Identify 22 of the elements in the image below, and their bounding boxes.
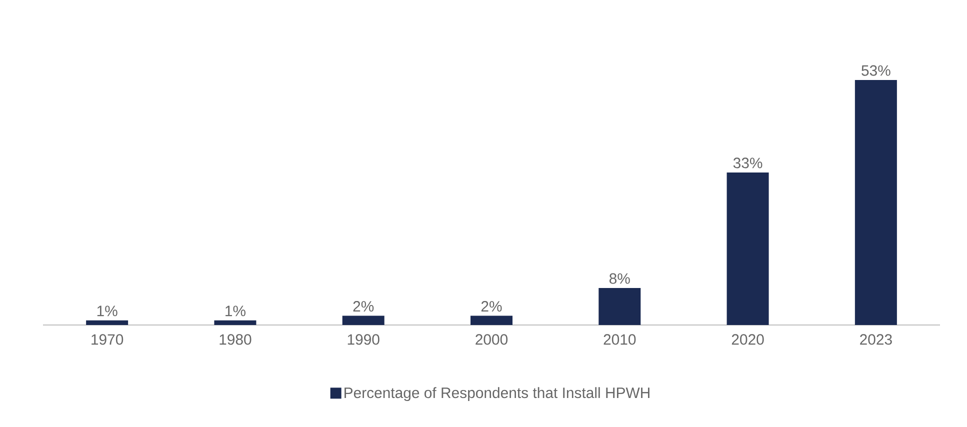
data-label: 1% (97, 306, 118, 316)
x-tick-label: 1990 (348, 334, 380, 345)
bar (214, 320, 256, 325)
x-tick-label: 2020 (732, 334, 764, 345)
data-label: 2% (353, 301, 374, 312)
bar (598, 288, 641, 325)
bar (470, 316, 513, 325)
x-tick-label: 2010 (604, 334, 636, 345)
data-label: 1% (226, 306, 246, 316)
bar (86, 320, 128, 325)
legend-label: Percentage of Respondents that Install HPWH (344, 387, 650, 402)
bar (854, 80, 897, 325)
data-label: 53% (862, 65, 890, 76)
data-label: 33% (733, 158, 762, 168)
bar (726, 172, 769, 325)
x-tick-label: 1980 (220, 334, 252, 345)
data-label: 2% (481, 301, 502, 312)
x-tick-label: 2000 (476, 334, 508, 345)
x-tick-label: 2023 (860, 334, 892, 345)
x-tick-label: 1970 (92, 334, 124, 345)
data-label: 8% (610, 273, 630, 284)
bar (342, 316, 384, 325)
